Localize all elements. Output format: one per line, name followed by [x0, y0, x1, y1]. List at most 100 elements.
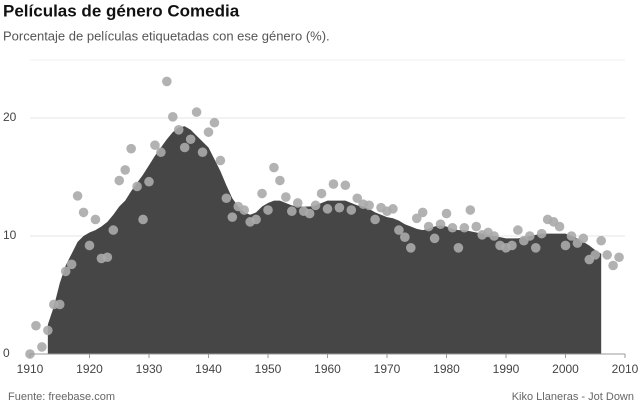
point — [179, 142, 190, 153]
point — [459, 222, 470, 233]
y-tick-label: 20 — [3, 110, 17, 124]
point — [257, 188, 267, 199]
point — [239, 205, 249, 215]
point — [352, 193, 363, 204]
point — [263, 205, 273, 215]
point — [453, 243, 464, 253]
point — [364, 200, 374, 211]
point — [84, 240, 95, 251]
chart-subtitle: Porcentaje de películas etiquetadas con … — [3, 28, 330, 43]
point — [340, 180, 351, 191]
point — [566, 231, 577, 241]
point — [126, 143, 136, 154]
point — [275, 175, 285, 186]
point — [287, 206, 297, 217]
point — [316, 188, 327, 199]
point — [54, 299, 65, 310]
point — [108, 225, 119, 235]
point — [191, 107, 202, 117]
point — [447, 222, 458, 233]
x-tick-label: 1950 — [255, 362, 282, 376]
point — [554, 221, 565, 232]
point — [72, 191, 83, 201]
point — [406, 243, 416, 253]
point — [304, 208, 315, 219]
point — [411, 213, 422, 224]
point — [334, 202, 345, 213]
point — [185, 134, 196, 145]
point — [31, 320, 41, 331]
point — [43, 325, 53, 336]
point — [102, 252, 113, 263]
point — [227, 212, 238, 222]
point — [471, 221, 482, 232]
point — [530, 243, 541, 253]
point — [441, 208, 452, 219]
point — [168, 112, 178, 122]
point — [423, 221, 434, 232]
point — [435, 219, 446, 229]
x-tick-label: 1970 — [374, 362, 401, 376]
point — [173, 125, 184, 135]
point — [60, 266, 71, 277]
point — [292, 198, 303, 208]
source: Fuente: freebase.com — [8, 391, 115, 403]
point — [596, 235, 606, 246]
point — [465, 205, 476, 215]
point — [150, 140, 160, 150]
point — [132, 181, 142, 192]
point — [322, 204, 333, 214]
point — [209, 117, 220, 128]
x-tick-label: 1940 — [195, 362, 222, 376]
chart-title: Películas de género Comedia — [3, 1, 240, 20]
point — [394, 225, 404, 235]
x-tick-label: 1920 — [76, 362, 103, 376]
point — [281, 192, 291, 202]
point — [388, 204, 398, 214]
point — [138, 214, 148, 225]
point — [602, 250, 612, 260]
point — [269, 162, 279, 173]
point — [66, 259, 77, 270]
point — [507, 240, 517, 251]
point — [156, 147, 166, 158]
point — [608, 260, 618, 271]
point — [346, 205, 357, 215]
y-tick-label: 0 — [3, 346, 10, 360]
point — [560, 240, 571, 251]
x-tick-label: 1960 — [314, 362, 341, 376]
x-tick-label: 2000 — [552, 362, 579, 376]
point — [536, 228, 547, 239]
point — [614, 252, 624, 263]
point — [215, 155, 226, 166]
point — [590, 250, 601, 260]
x-tick-label: 1930 — [136, 362, 163, 376]
point — [197, 147, 208, 158]
point — [114, 175, 125, 186]
point — [489, 231, 499, 241]
point — [525, 231, 535, 241]
point — [513, 225, 523, 235]
point — [221, 193, 232, 204]
point — [203, 127, 214, 137]
point — [78, 207, 89, 218]
point — [120, 165, 130, 175]
y-tick-label: 10 — [3, 228, 17, 242]
point — [251, 214, 261, 225]
x-tick-label: 1910 — [17, 362, 44, 376]
area — [47, 126, 602, 354]
point — [162, 76, 172, 87]
point — [90, 214, 101, 225]
point — [578, 233, 589, 244]
point — [429, 233, 440, 244]
credit: Kiko Llaneras - Jot Down — [512, 391, 634, 403]
x-tick-label: 2010 — [612, 362, 639, 376]
x-tick-label: 1980 — [433, 362, 460, 376]
point — [144, 176, 154, 187]
point — [37, 342, 47, 352]
point — [400, 232, 410, 242]
point — [417, 207, 428, 218]
point — [328, 179, 339, 189]
x-tick-label: 1990 — [493, 362, 520, 376]
